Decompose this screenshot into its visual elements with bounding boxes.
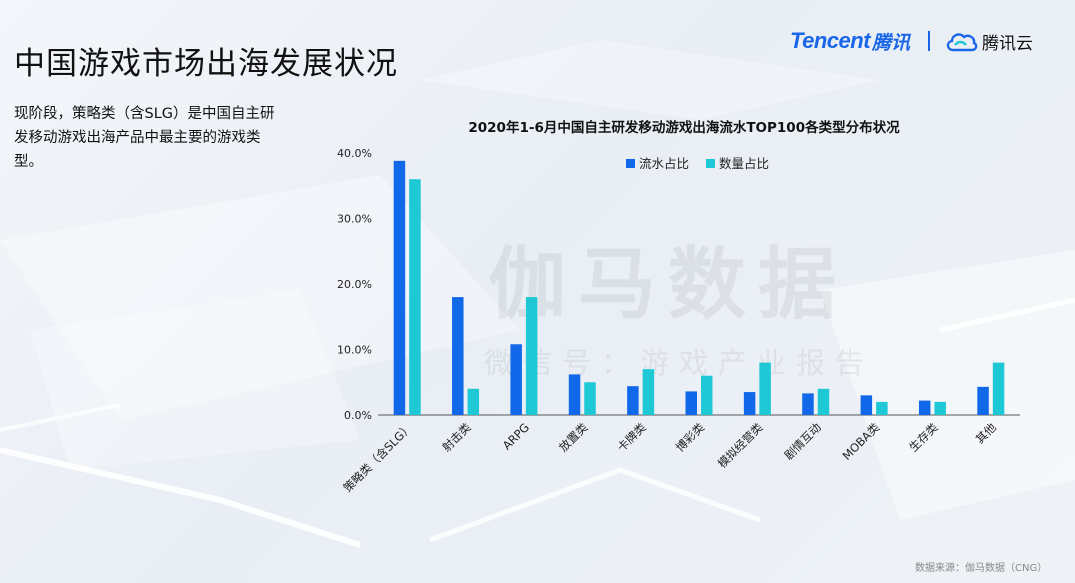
brand-logos: Tencent 腾讯 腾讯云 <box>790 27 1033 55</box>
x-tick-label: 卡牌类 <box>614 420 649 455</box>
chart-bars <box>393 160 1005 415</box>
legend-label: 流水占比 <box>639 156 689 171</box>
page-title: 中国游戏市场出海发展状况 <box>14 46 398 82</box>
bar-count-3 <box>584 382 596 415</box>
legend-label: 数量占比 <box>719 156 769 171</box>
brand-divider <box>928 31 931 51</box>
bar-count-6 <box>759 362 771 415</box>
bar-count-7 <box>817 388 830 415</box>
source-note: 数据来源：伽马数据（CNG） <box>915 563 1048 574</box>
chart-x-labels: 策略类（含SLG） 射击类 ARPG 放置类 卡牌类 博彩类 模拟经营类 剧情互动 MOBA类生… <box>341 420 1000 495</box>
y-tick-label: 10.0% <box>337 344 372 357</box>
y-tick-label: 40.0% <box>337 147 372 160</box>
y-tick-label: 20.0% <box>337 278 372 291</box>
bar-revenue-9 <box>918 400 931 415</box>
bar-revenue-1 <box>452 297 464 415</box>
chart-title: 2020年1-6月中国自主研发移动游戏出海流水TOP100各类型分布状况 <box>468 119 900 136</box>
cloud-icon <box>946 33 978 52</box>
x-tick-label: 其他 <box>973 420 1000 447</box>
tencent-cloud-label: 腾讯云 <box>982 33 1034 54</box>
tencent-logo-text: Tencent <box>790 28 871 53</box>
bar-revenue-10 <box>977 386 989 415</box>
bar-count-8 <box>876 401 888 415</box>
bar-count-10 <box>992 362 1005 415</box>
chart-axes: 0.0% 10.0% 20.0% 30.0% 40.0% <box>337 147 1020 422</box>
bar-revenue-4 <box>627 386 639 415</box>
bar-count-2 <box>525 297 538 415</box>
bar-revenue-3 <box>568 374 581 415</box>
chart-legend: 流水占比 数量占比 <box>626 156 769 171</box>
bar-count-9 <box>934 401 946 415</box>
x-tick-label: 模拟经营类 <box>715 420 766 471</box>
x-tick-label: 策略类（含SLG） <box>341 420 416 495</box>
bar-revenue-0 <box>393 160 406 415</box>
bar-count-5 <box>701 375 713 415</box>
x-tick-label: 剧情互动 <box>781 420 823 462</box>
bar-count-1 <box>467 388 480 415</box>
y-tick-label: 30.0% <box>337 213 372 226</box>
x-tick-label: MOBA类 <box>840 420 883 463</box>
bar-revenue-8 <box>860 395 873 415</box>
tencent-logo-cn: 腾讯 <box>872 31 911 54</box>
bar-count-0 <box>409 179 421 415</box>
x-tick-label: 射击类 <box>439 420 474 455</box>
bar-count-4 <box>642 369 655 415</box>
bar-revenue-5 <box>685 391 697 415</box>
x-tick-label: 生存类 <box>906 420 941 455</box>
legend-swatch <box>626 159 635 168</box>
summary-text: 现阶段，策略类（含SLG）是中国自主研发移动游戏出海产品中最主要的游戏类型。 <box>14 106 275 170</box>
bar-revenue-2 <box>510 344 522 415</box>
bar-revenue-6 <box>743 392 756 415</box>
x-tick-label: ARPG <box>500 420 532 452</box>
legend-swatch <box>706 159 715 168</box>
x-tick-label: 博彩类 <box>673 420 708 455</box>
bar-revenue-7 <box>802 393 814 415</box>
y-tick-label: 0.0% <box>344 409 372 422</box>
x-tick-label: 放置类 <box>556 420 591 455</box>
